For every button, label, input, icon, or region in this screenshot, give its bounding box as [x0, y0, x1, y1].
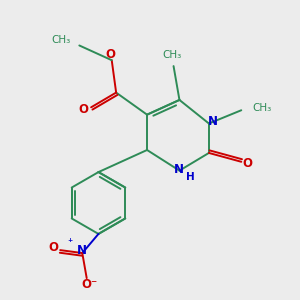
- Text: O: O: [105, 48, 115, 62]
- Text: N: N: [208, 115, 218, 128]
- Text: O: O: [79, 103, 89, 116]
- Text: N: N: [174, 163, 184, 176]
- Text: CH₃: CH₃: [253, 103, 272, 113]
- Text: N: N: [77, 244, 87, 257]
- Text: O: O: [49, 241, 59, 254]
- Text: CH₃: CH₃: [163, 50, 182, 60]
- Text: H: H: [186, 172, 195, 182]
- Text: O: O: [243, 157, 253, 170]
- Text: O⁻: O⁻: [81, 278, 97, 291]
- Text: ⁺: ⁺: [67, 238, 73, 248]
- Text: CH₃: CH₃: [52, 35, 71, 45]
